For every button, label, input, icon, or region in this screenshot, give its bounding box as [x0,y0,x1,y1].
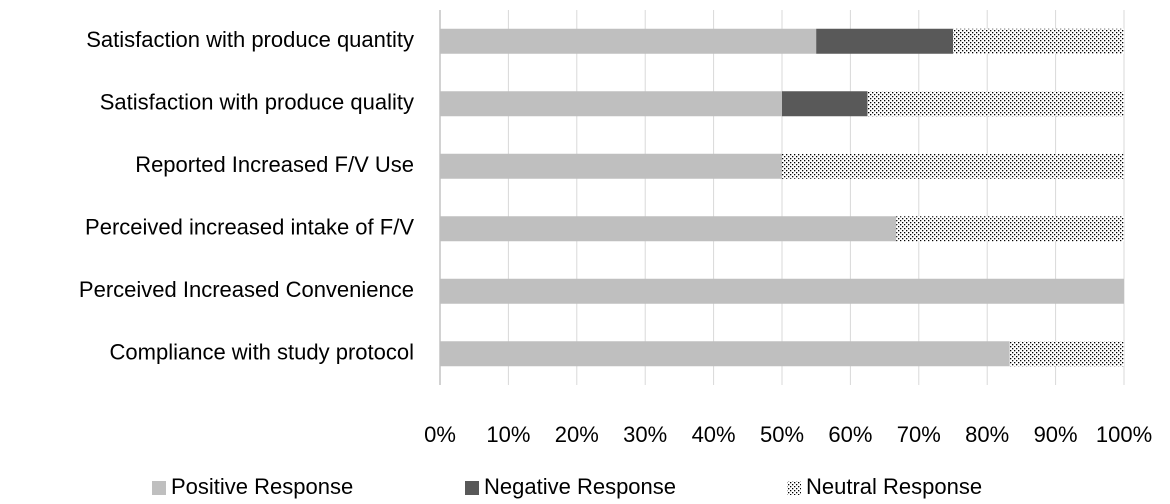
bar-segment [896,216,1124,242]
x-tick-label: 20% [555,422,599,447]
legend-swatch [465,481,479,495]
bar-segment [1009,341,1124,367]
y-tick-label: Perceived increased intake of F/V [85,215,414,240]
bar-segment [867,91,1124,117]
legend-label: Positive Response [171,474,353,499]
bar-segment [440,341,1010,367]
bar-segment [782,153,1124,179]
x-tick-label: 90% [1034,422,1078,447]
x-tick-label: 70% [897,422,941,447]
x-tick-label: 10% [486,422,530,447]
y-tick-label: Satisfaction with produce quantity [86,27,414,52]
x-tick-label: 30% [623,422,667,447]
x-tick-label: 60% [828,422,872,447]
bar-segment [440,28,817,54]
legend-label: Negative Response [484,474,676,499]
x-tick-label: 40% [692,422,736,447]
y-tick-label: Compliance with study protocol [110,340,414,365]
bar-segment [440,278,1124,304]
bar-segment [440,153,782,179]
bar-segment [782,91,868,117]
bar-segment [816,28,953,54]
y-tick-label: Reported Increased F/V Use [135,152,414,177]
bar-segment [440,216,897,242]
x-tick-label: 80% [965,422,1009,447]
y-tick-label: Satisfaction with produce quality [100,90,414,115]
legend-label: Neutral Response [806,474,982,499]
x-tick-label: 50% [760,422,804,447]
bar-segment [440,91,782,117]
x-tick-label: 0% [424,422,456,447]
bar-segment [953,28,1124,54]
legend-swatch [787,481,801,495]
x-tick-label: 100% [1096,422,1152,447]
y-tick-label: Perceived Increased Convenience [79,277,414,302]
legend-swatch [152,481,166,495]
